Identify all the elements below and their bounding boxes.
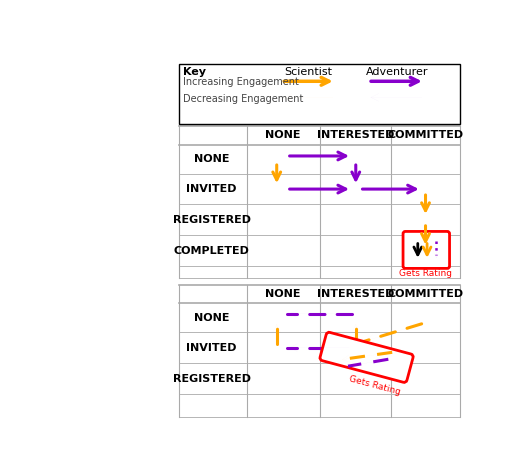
Text: COMMITTED: COMMITTED	[387, 289, 464, 299]
Text: COMPLETED: COMPLETED	[174, 246, 250, 256]
FancyBboxPatch shape	[403, 231, 450, 269]
Text: Key: Key	[183, 67, 206, 77]
Text: NONE: NONE	[194, 154, 229, 164]
Text: INVITED: INVITED	[186, 343, 237, 353]
Text: Gets Rating: Gets Rating	[348, 374, 401, 396]
Text: Increasing Engagement: Increasing Engagement	[183, 77, 299, 87]
Text: Scientist: Scientist	[284, 67, 333, 77]
Text: Adventurer: Adventurer	[366, 67, 429, 77]
Text: NONE: NONE	[265, 130, 301, 140]
Text: REGISTERED: REGISTERED	[173, 373, 251, 383]
Text: INTERESTED: INTERESTED	[317, 130, 394, 140]
Text: Gets Rating: Gets Rating	[399, 269, 452, 278]
Text: REGISTERED: REGISTERED	[173, 215, 251, 225]
FancyBboxPatch shape	[320, 332, 413, 382]
Text: COMMITTED: COMMITTED	[387, 130, 464, 140]
Text: Decreasing Engagement: Decreasing Engagement	[183, 93, 303, 103]
Text: INTERESTED: INTERESTED	[317, 289, 394, 299]
Text: NONE: NONE	[194, 312, 229, 323]
FancyBboxPatch shape	[179, 64, 459, 125]
Text: NONE: NONE	[265, 289, 301, 299]
Text: INVITED: INVITED	[186, 184, 237, 194]
